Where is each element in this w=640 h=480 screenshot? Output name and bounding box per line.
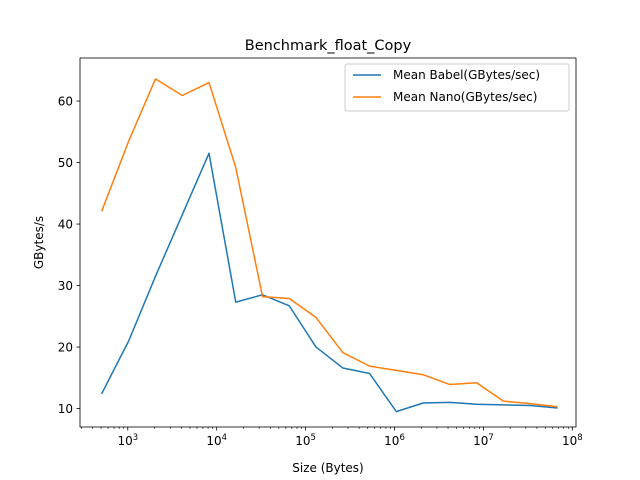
legend: Mean Babel(GBytes/sec) Mean Nano(GBytes/…: [344, 63, 570, 112]
series-layer: [100, 78, 558, 413]
x-tick-label-3: 106: [384, 433, 405, 448]
x-tick-label-0: 103: [117, 433, 138, 448]
y-tick-label-0: 10: [58, 402, 73, 416]
x-axis-label: Size (Bytes): [292, 461, 363, 475]
y-tick-label-1: 20: [58, 340, 73, 354]
y-axis-ticks: 10 20 30 40 50 60: [58, 94, 80, 416]
y-tick-label-4: 50: [58, 156, 73, 170]
plot-area: [80, 58, 576, 427]
legend-label-babel: Mean Babel(GBytes/sec): [393, 68, 540, 82]
chart-title: Benchmark_float_Copy: [245, 38, 412, 54]
legend-label-nano: Mean Nano(GBytes/sec): [393, 90, 537, 104]
series-line-1: [100, 78, 558, 408]
x-tick-label-1: 104: [206, 433, 227, 448]
x-tick-label-2: 105: [295, 433, 316, 448]
legend-frame: [344, 63, 570, 112]
x-tick-label-5: 108: [562, 433, 583, 448]
y-axis-label: GBytes/s: [32, 216, 46, 269]
plot-frame: [79, 57, 577, 428]
y-tick-label-5: 60: [58, 94, 73, 108]
y-tick-label-3: 40: [58, 217, 73, 231]
y-tick-label-2: 30: [58, 279, 73, 293]
x-tick-label-4: 107: [473, 433, 494, 448]
series-line-0: [100, 152, 558, 413]
